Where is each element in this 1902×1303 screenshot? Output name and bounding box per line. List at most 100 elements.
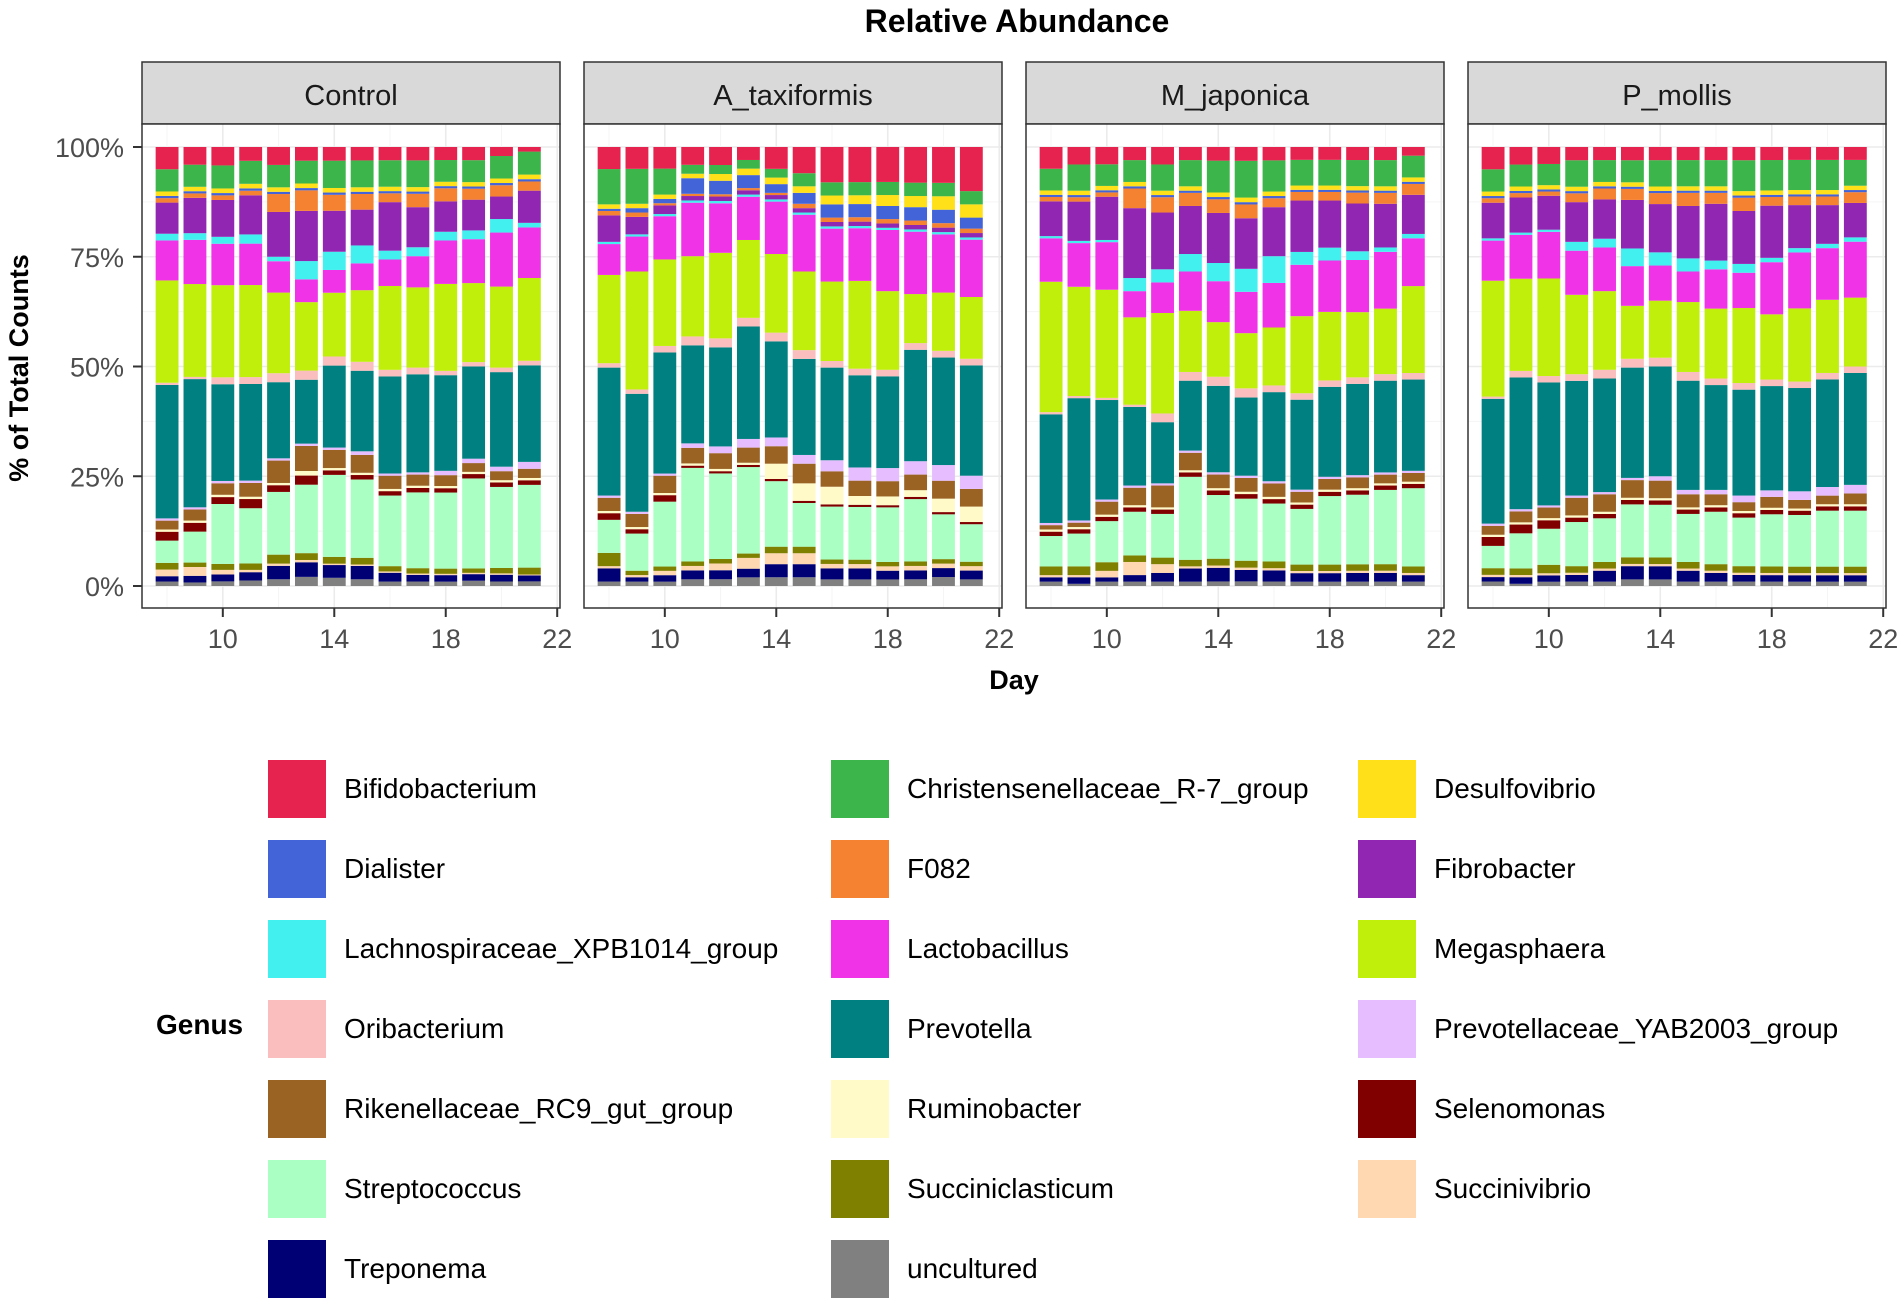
bar-segment-streptococcus (1816, 510, 1839, 567)
bar-segment-christensenellaceae-r-7-group (1067, 164, 1091, 191)
bar-segment-lactobacillus (155, 240, 179, 281)
bar-segment-lachnospiraceae-xpb1014-group (653, 214, 677, 217)
bar-segment-desulfovibrio (876, 195, 900, 206)
bar-segment-prevotella (211, 384, 235, 481)
bar-segment-lachnospiraceae-xpb1014-group (764, 199, 788, 202)
bar-segment-desulfovibrio (1565, 186, 1589, 192)
bar-segment-treponema (211, 574, 235, 582)
bar-segment-megasphaera (820, 281, 844, 361)
panel-control: Control 10 14 18 22 (141, 61, 572, 654)
bar-segment-desulfovibrio (1537, 185, 1561, 190)
bar-segment-megasphaera (211, 285, 235, 378)
bar-segment-f082 (239, 190, 263, 196)
bar-segment-treponema (267, 565, 290, 580)
bar-segment-treponema (1374, 572, 1397, 582)
bar-segment-treponema (239, 572, 263, 581)
bar-segment-streptococcus (848, 506, 872, 560)
bar-segment-dialister (1178, 190, 1202, 193)
bar-segment-treponema (1509, 577, 1533, 584)
bar-segment-oribacterium (1732, 383, 1756, 390)
bar-segment-bifidobacterium (904, 147, 928, 183)
bar-segment-uncultured (322, 577, 346, 586)
bar-segment-desulfovibrio (1178, 186, 1202, 191)
bar-segment-prevotellaceae-yab2003-group (1481, 523, 1505, 526)
bar-segment-megasphaera (1178, 310, 1202, 372)
bar-segment-christensenellaceae-r-7-group (932, 182, 955, 197)
bar-segment-ruminobacter (155, 529, 179, 532)
bar-segment-rikenellaceae-rc9-gut-group (1704, 494, 1728, 506)
y-tick-label: 0% (85, 572, 124, 602)
bar-segment-selenomonas (681, 465, 705, 468)
bar-segment-streptococcus (1262, 503, 1286, 562)
bar-segment-succiniclasticum (183, 562, 207, 567)
bar-segment-succinivibrio (1816, 573, 1839, 576)
bar-segment-lachnospiraceae-xpb1014-group (1206, 263, 1230, 282)
bar-segment-ruminobacter (681, 463, 705, 466)
bar-segment-succiniclasticum (1039, 566, 1063, 576)
bar-segment-treponema (1732, 574, 1756, 582)
bar-segment-prevotellaceae-yab2003-group (1123, 485, 1147, 488)
x-tick-label: 22 (1868, 624, 1898, 654)
bar-segment-prevotella (1290, 399, 1314, 490)
bar-segment-lactobacillus (653, 216, 677, 260)
bar-segment-uncultured (1760, 581, 1784, 586)
bar-segment-bifidobacterium (1067, 147, 1091, 165)
bar-segment-treponema (155, 576, 179, 582)
bar-segment-prevotellaceae-yab2003-group (1067, 520, 1091, 523)
bar-segment-christensenellaceae-r-7-group (1565, 160, 1589, 187)
bar-segment-selenomonas (1676, 509, 1700, 514)
bar-segment-selenomonas (406, 487, 430, 493)
bar-segment-treponema (350, 565, 374, 580)
bar-segment-fibrobacter (322, 210, 346, 252)
bar-segment-megasphaera (653, 259, 677, 346)
bar-segment-succinivibrio (1123, 561, 1147, 576)
bar-segment-streptococcus (1039, 536, 1063, 567)
bar-segment-prevotellaceae-yab2003-group (736, 438, 760, 448)
bar-segment-treponema (904, 570, 928, 580)
bar-segment-streptococcus (1481, 545, 1505, 569)
bar-segment-prevotellaceae-yab2003-group (1788, 491, 1812, 500)
bar-segment-ruminobacter (1676, 507, 1700, 510)
bar-segment-prevotellaceae-yab2003-group (1648, 476, 1672, 481)
bar-segment-bifidobacterium (267, 147, 290, 165)
bar-segment-lactobacillus (1401, 238, 1425, 287)
bar-segment-uncultured (1509, 583, 1533, 586)
bar-segment-dialister (1481, 196, 1505, 199)
bar-segment-f082 (876, 219, 900, 224)
bar-segment-megasphaera (1401, 286, 1425, 374)
bar-segment-christensenellaceae-r-7-group (1151, 164, 1174, 191)
bar-segment-fibrobacter (1206, 212, 1230, 264)
bar-segment-uncultured (490, 581, 513, 586)
bar-segment-fibrobacter (1843, 202, 1867, 238)
bar-segment-selenomonas (462, 474, 486, 479)
bar-segment-selenomonas (1151, 509, 1174, 514)
x-axis: 10 14 18 22 (1534, 608, 1898, 654)
bar-segment-lachnospiraceae-xpb1014-group (904, 229, 928, 232)
bar-segment-ruminobacter (239, 496, 263, 500)
bar-segment-rikenellaceae-rc9-gut-group (597, 497, 621, 511)
bar-segment-dialister (1346, 190, 1370, 193)
bar-segment-desulfovibrio (183, 186, 207, 192)
bar-segment-uncultured (406, 581, 430, 586)
bar-segment-christensenellaceae-r-7-group (434, 160, 458, 182)
x-tick-label: 14 (319, 624, 349, 654)
bar-segment-succiniclasticum (1067, 566, 1091, 576)
bar-segment-oribacterium (1262, 385, 1286, 393)
bar-segment-bifidobacterium (350, 147, 374, 161)
bar-segment-rikenellaceae-rc9-gut-group (211, 483, 235, 495)
bar-segment-prevotellaceae-yab2003-group (183, 507, 207, 510)
bar-segment-f082 (597, 210, 621, 216)
bar-segment-prevotella (1123, 406, 1147, 486)
bar-segment-uncultured (434, 581, 458, 586)
bar-segment-succiniclasticum (625, 570, 649, 576)
bar-segment-desulfovibrio (1760, 190, 1784, 195)
bar-segment-dialister (848, 204, 872, 218)
bar-segment-succinivibrio (1234, 567, 1258, 570)
bar-segment-megasphaera (1620, 305, 1644, 359)
bar-segment-selenomonas (1290, 504, 1314, 509)
bar-segment-streptococcus (820, 506, 844, 560)
bar-segment-succiniclasticum (1843, 566, 1867, 574)
bar-segment-selenomonas (653, 495, 677, 502)
bar-segment-christensenellaceae-r-7-group (709, 165, 732, 175)
bar-segment-prevotellaceae-yab2003-group (1732, 495, 1756, 503)
